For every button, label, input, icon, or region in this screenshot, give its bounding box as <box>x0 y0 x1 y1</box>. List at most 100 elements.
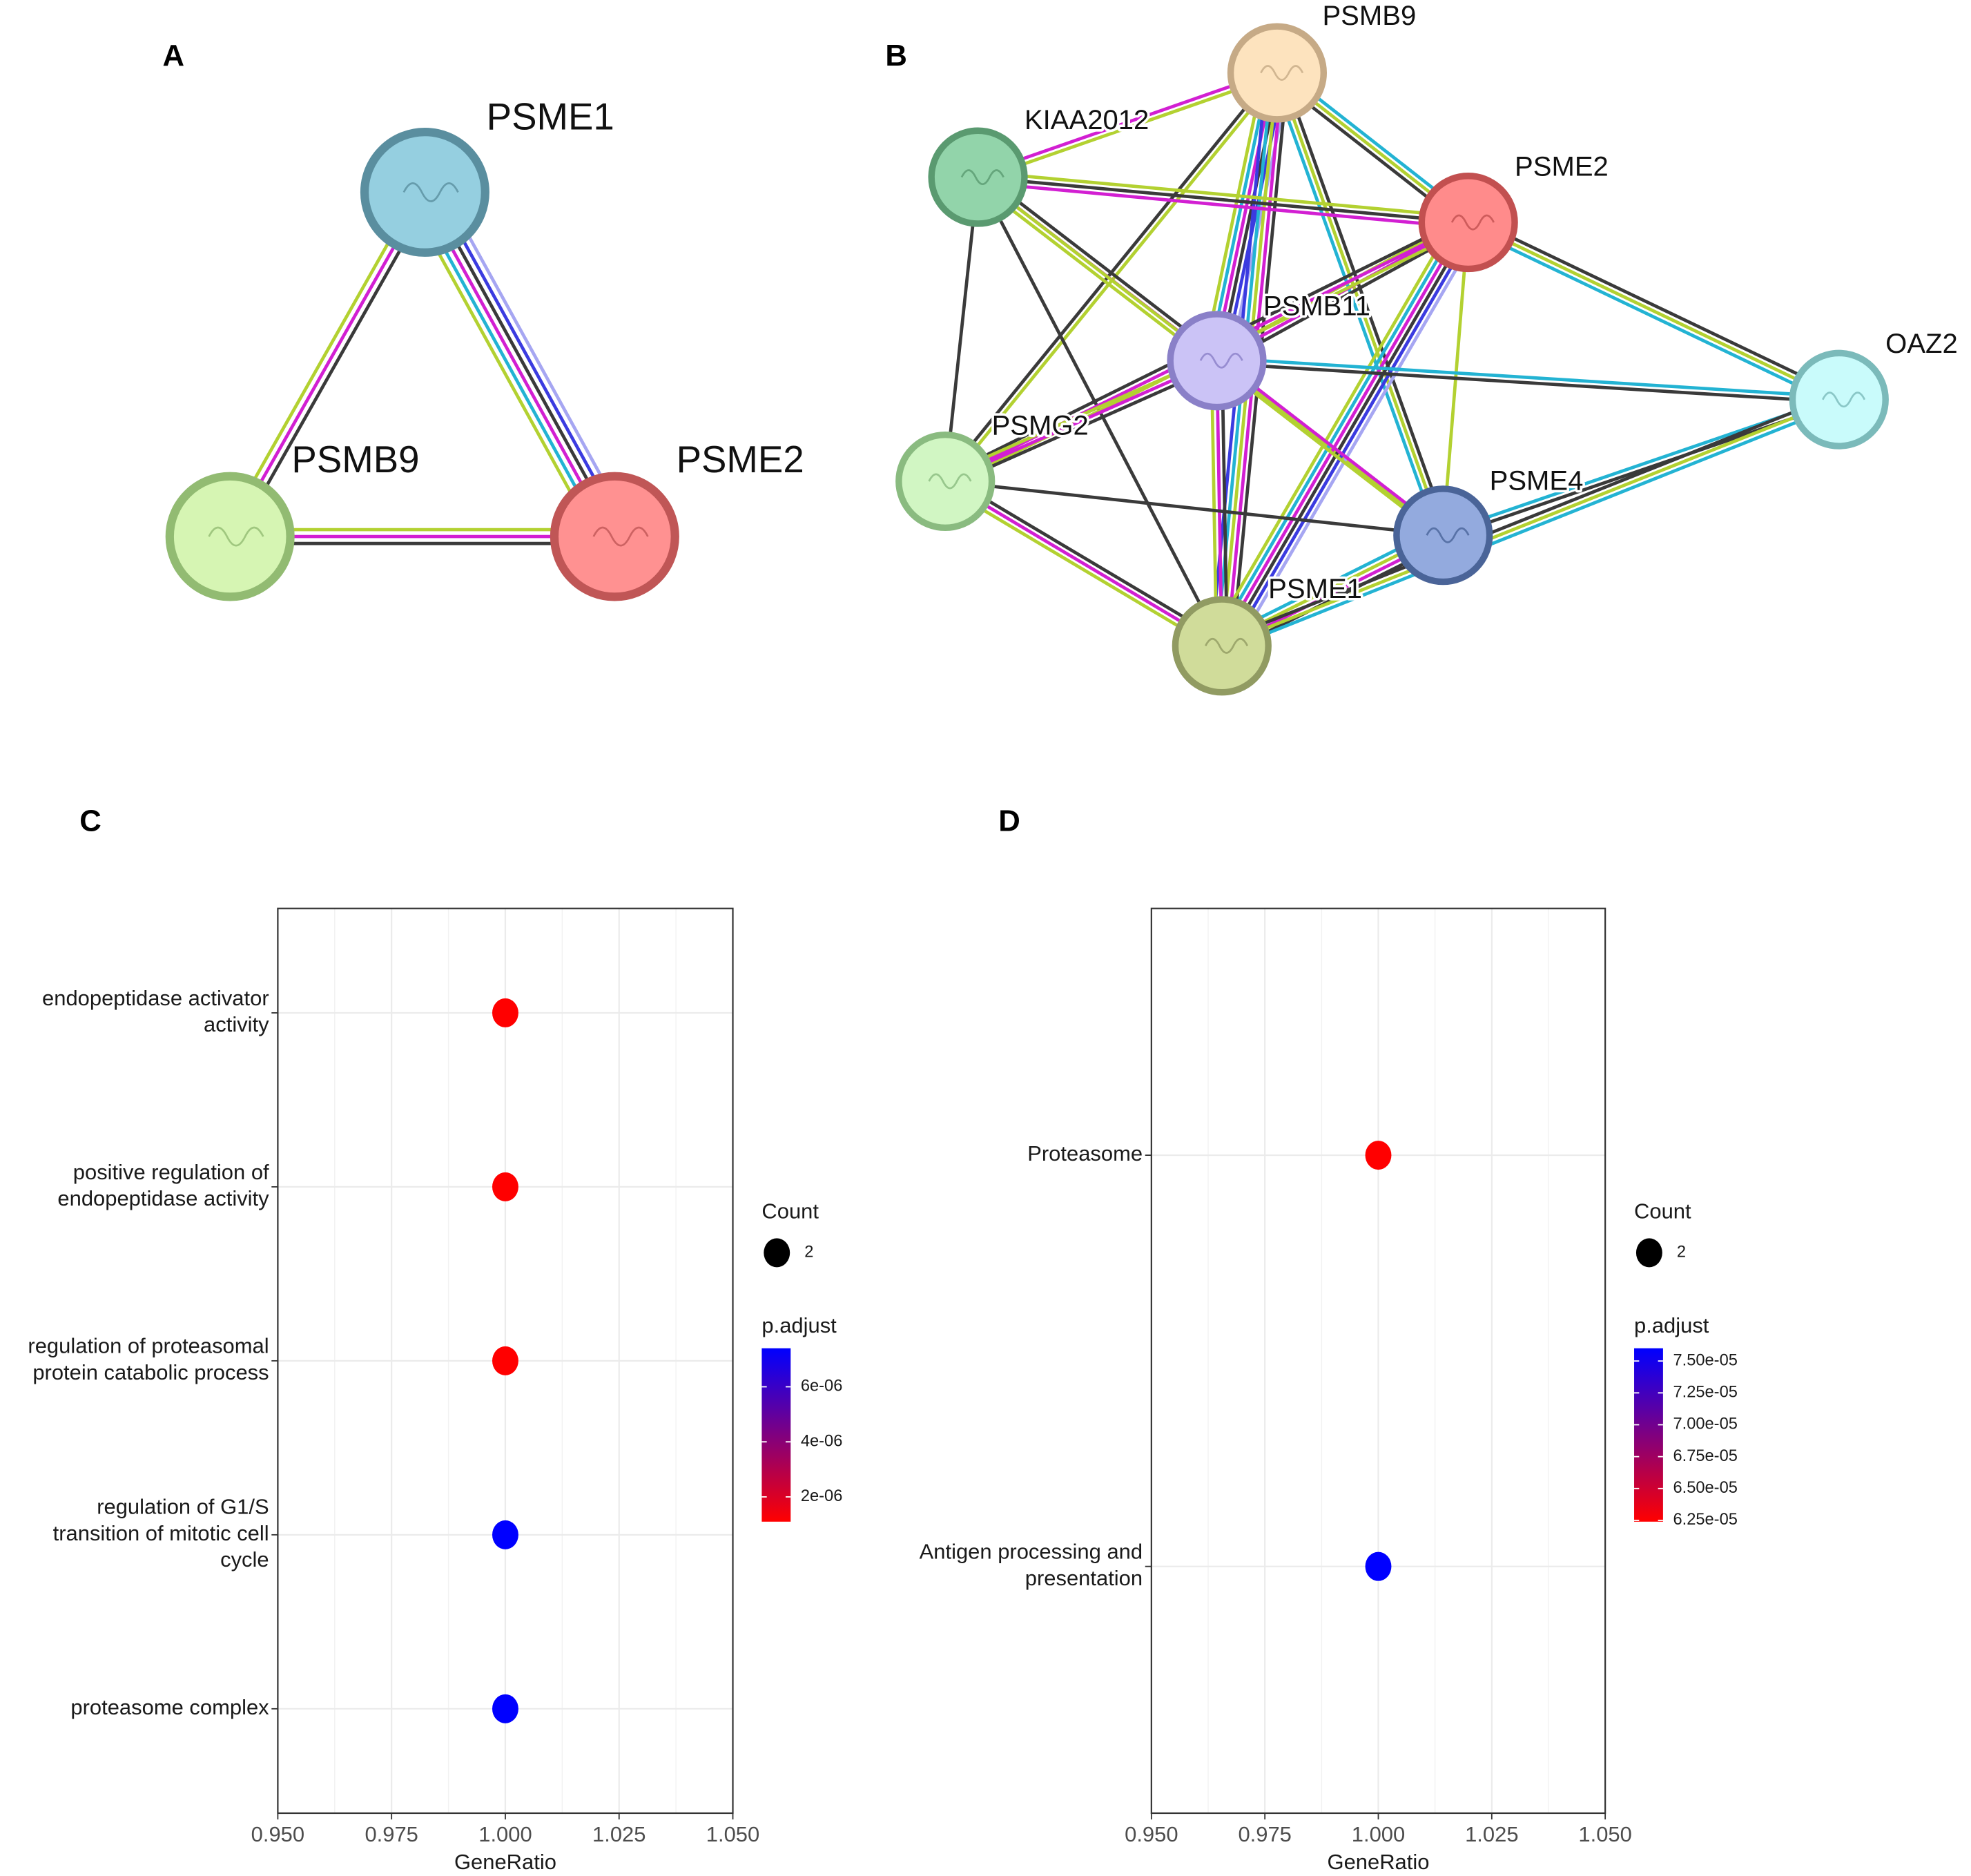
edge <box>1467 220 1840 401</box>
edge <box>229 191 427 538</box>
edge <box>438 183 632 530</box>
color-legend-title: p.adjust <box>1634 1313 1709 1337</box>
node-label: PSMB9 <box>1322 1 1416 31</box>
edge <box>942 484 1221 652</box>
edge <box>1469 216 1843 396</box>
node-label: PSME1 <box>1268 574 1362 604</box>
edge <box>1202 70 1266 358</box>
size-legend-title: Count <box>1634 1199 1691 1223</box>
node-label: KIAA2012 <box>1025 105 1149 135</box>
x-tick-label: 0.950 <box>1125 1822 1178 1846</box>
size-legend-title: Count <box>761 1199 819 1223</box>
x-tick-label: 1.000 <box>478 1822 532 1846</box>
edge <box>980 171 1221 358</box>
node-label: PSME4 <box>1490 465 1584 496</box>
color-legend-title: p.adjust <box>761 1313 837 1337</box>
edge <box>978 175 1468 224</box>
edge <box>1270 74 1440 538</box>
node <box>928 127 1028 227</box>
edge <box>977 180 1468 230</box>
y-tick-label: Antigen processing and presentation <box>920 1540 1143 1590</box>
protein-icon <box>960 169 1004 186</box>
edge <box>414 196 608 543</box>
edge <box>946 364 1220 488</box>
size-legend-label: 2 <box>1677 1244 1686 1261</box>
colorbar-label: 6.25e-05 <box>1673 1511 1737 1529</box>
x-tick-label: 0.975 <box>365 1822 418 1846</box>
colorbar-label: 2e-06 <box>801 1487 843 1505</box>
protein-icon <box>928 473 972 490</box>
node <box>360 127 489 257</box>
edge <box>1223 403 1842 652</box>
x-tick-label: 1.050 <box>1578 1822 1631 1846</box>
colorbar <box>761 1348 791 1522</box>
y-tick-label: regulation of proteasomal protein catabol… <box>28 1334 269 1384</box>
edge <box>1216 356 1840 399</box>
x-tick-label: 1.025 <box>592 1822 645 1846</box>
size-legend-key <box>764 1238 790 1268</box>
panel-label: B <box>885 39 907 72</box>
node <box>1393 485 1493 586</box>
node-label: PSMB11 <box>1263 291 1370 321</box>
edge <box>943 177 980 482</box>
node-label: PSMB9 <box>291 438 419 481</box>
node <box>1167 311 1267 411</box>
edge <box>946 475 1225 643</box>
colorbar-label: 7.25e-05 <box>1673 1384 1737 1402</box>
edge <box>944 479 1223 648</box>
edge <box>1232 228 1482 654</box>
dot <box>1365 1141 1392 1170</box>
edge <box>1219 393 1838 643</box>
edge <box>1275 72 1445 536</box>
protein-icon <box>1205 637 1249 654</box>
edge <box>1213 217 1463 643</box>
x-tick-label: 1.000 <box>1352 1822 1405 1846</box>
panel-label: A <box>162 39 184 72</box>
edge <box>944 479 1444 537</box>
edge <box>976 68 1277 177</box>
y-tick-label: positive regulation of endopeptidase acti… <box>57 1160 269 1210</box>
size-legend-label: 2 <box>804 1244 813 1261</box>
colorbar-label: 6.50e-05 <box>1673 1479 1737 1497</box>
edge <box>946 73 1281 484</box>
node-label: PSME2 <box>1515 151 1609 182</box>
edge <box>1216 361 1839 404</box>
edge <box>1221 398 1840 648</box>
protein-icon <box>208 526 264 547</box>
edge <box>408 200 601 546</box>
edge <box>234 195 433 541</box>
colorbar-label: 7.50e-05 <box>1673 1351 1737 1369</box>
x-tick-label: 1.050 <box>706 1822 759 1846</box>
x-tick-label: 1.025 <box>1465 1822 1518 1846</box>
protein-icon <box>1199 352 1243 369</box>
panel-label: C <box>79 804 101 838</box>
node-label: PSME1 <box>487 95 614 137</box>
dot <box>492 1694 518 1723</box>
protein-icon <box>1426 527 1470 543</box>
dot <box>1365 1551 1392 1581</box>
node <box>895 431 996 532</box>
protein-icon <box>1822 391 1866 408</box>
edge <box>978 73 1279 182</box>
node <box>1789 349 1889 449</box>
colorbar-label: 6e-06 <box>801 1377 843 1395</box>
node <box>1227 23 1328 123</box>
x-axis-label: GeneRatio <box>454 1850 556 1874</box>
protein-icon <box>592 526 649 547</box>
edge <box>420 193 614 539</box>
node <box>165 472 295 601</box>
y-tick-label: endopeptidase activator activity <box>42 986 269 1036</box>
x-axis-label: GeneRatio <box>1328 1850 1430 1874</box>
edge <box>1227 75 1292 364</box>
x-tick-label: 0.950 <box>251 1822 304 1846</box>
dot <box>492 1346 518 1375</box>
node-label: OAZ2 <box>1885 329 1958 359</box>
x-tick-label: 0.975 <box>1238 1822 1291 1846</box>
y-tick-label: Proteasome <box>1027 1141 1143 1166</box>
edge <box>1218 220 1468 646</box>
size-legend-key <box>1635 1238 1662 1268</box>
node <box>1418 173 1518 273</box>
edge <box>426 189 619 536</box>
